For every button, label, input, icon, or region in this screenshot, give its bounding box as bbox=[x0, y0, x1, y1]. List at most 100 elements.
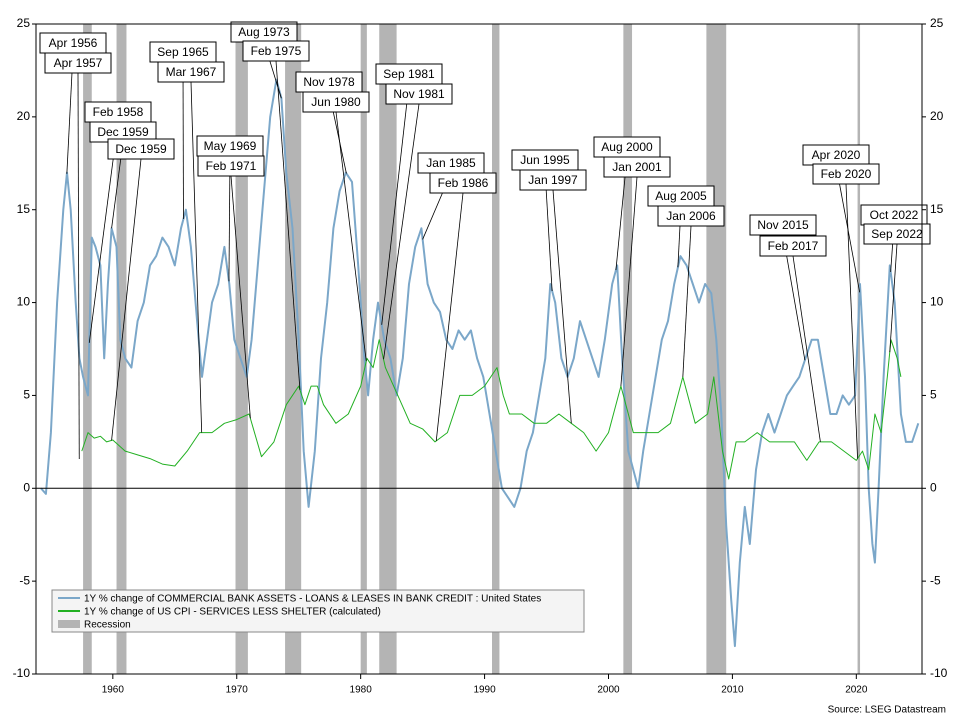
annotation-label: Nov 2015 bbox=[757, 218, 809, 232]
annotation-label: Jan 1985 bbox=[426, 156, 476, 170]
x-tick-label: 1990 bbox=[473, 685, 496, 696]
annotation-label: Feb 2020 bbox=[821, 167, 872, 181]
legend-label: 1Y % change of US CPI - SERVICES LESS SH… bbox=[84, 607, 381, 618]
annotation-leader bbox=[383, 103, 420, 360]
annotation-leader bbox=[230, 175, 251, 419]
annotation-leader bbox=[682, 225, 692, 377]
x-tick-label: 1970 bbox=[226, 685, 249, 696]
annotation-label: Nov 1981 bbox=[393, 87, 445, 101]
annotation-leader bbox=[792, 255, 821, 442]
x-tick-label: 2010 bbox=[721, 685, 744, 696]
annotation-label: Nov 1978 bbox=[303, 75, 355, 89]
legend-label: Recession bbox=[84, 620, 131, 631]
annotation-leader bbox=[620, 176, 638, 387]
annotation-label: Feb 1958 bbox=[93, 105, 144, 119]
annotation-label: Aug 2005 bbox=[655, 189, 707, 203]
annotation-leader bbox=[190, 81, 203, 433]
annotation-leader bbox=[845, 183, 858, 459]
recession-band bbox=[235, 24, 248, 674]
annotation-box bbox=[863, 223, 931, 245]
annotation-leader bbox=[552, 189, 572, 424]
annotation-box bbox=[242, 40, 310, 62]
y2-tick-label: -10 bbox=[930, 666, 948, 680]
annotation-label: Mar 1967 bbox=[166, 65, 217, 79]
annotation-label: Sep 1965 bbox=[157, 45, 209, 59]
source: Source: LSEG Datastream bbox=[828, 705, 946, 716]
annotation-label: Jan 2006 bbox=[666, 209, 716, 223]
annotation-box bbox=[603, 156, 671, 178]
annotation-box bbox=[157, 61, 225, 83]
annotation-label: Oct 2022 bbox=[870, 208, 919, 222]
y-tick-label: 20 bbox=[17, 109, 31, 123]
series-line bbox=[81, 339, 902, 480]
x-tick-label: 2000 bbox=[597, 685, 620, 696]
series-line bbox=[40, 78, 920, 648]
annotation-box bbox=[429, 172, 497, 194]
y2-tick-label: 15 bbox=[930, 202, 944, 216]
annotation-box bbox=[302, 91, 370, 113]
annotation-box bbox=[197, 155, 265, 177]
legend-box bbox=[51, 589, 585, 633]
annotation-box bbox=[759, 235, 827, 257]
y2-tick-label: 20 bbox=[930, 109, 944, 123]
annotation-label: Sep 1981 bbox=[383, 67, 435, 81]
recession-band bbox=[492, 24, 500, 674]
recession-band bbox=[857, 24, 861, 674]
annotation-label: Jan 1997 bbox=[528, 173, 578, 187]
y-tick-label: 15 bbox=[17, 202, 31, 216]
annotation-box bbox=[44, 52, 112, 74]
annotation-box bbox=[657, 205, 725, 227]
annotation-label: Feb 2017 bbox=[768, 239, 819, 253]
annotation-box bbox=[812, 163, 880, 185]
annotation-label: Apr 1957 bbox=[54, 56, 103, 70]
y2-tick-label: 25 bbox=[930, 16, 944, 30]
annotation-leader bbox=[381, 83, 410, 325]
x-tick-label: 1980 bbox=[350, 685, 373, 696]
y-tick-label: 0 bbox=[23, 480, 30, 494]
annotation-label: Apr 2020 bbox=[812, 148, 861, 162]
recession-band bbox=[83, 24, 92, 674]
x-tick-label: 2020 bbox=[845, 685, 868, 696]
annotation-leader bbox=[435, 192, 464, 441]
annotation-leader bbox=[335, 111, 367, 362]
y2-tick-label: 10 bbox=[930, 295, 944, 309]
annotation-box bbox=[519, 169, 587, 191]
annotation-label: Dec 1959 bbox=[97, 125, 149, 139]
y-tick-label: -5 bbox=[19, 573, 30, 587]
annotation-leader bbox=[889, 243, 898, 353]
y-tick-label: 5 bbox=[23, 388, 30, 402]
y-tick-label: -10 bbox=[13, 666, 31, 680]
recession-band bbox=[623, 24, 633, 674]
x-tick-label: 1960 bbox=[102, 685, 125, 696]
annotation-leader bbox=[228, 155, 231, 282]
recession-band bbox=[285, 24, 302, 674]
y-tick-label: 25 bbox=[17, 16, 31, 30]
y2-tick-label: 5 bbox=[930, 388, 937, 402]
annotation-label: Aug 2000 bbox=[601, 140, 653, 154]
annotation-leader bbox=[77, 72, 80, 459]
annotation-box bbox=[749, 214, 817, 236]
annotation-leader bbox=[275, 60, 301, 390]
plot-area bbox=[40, 78, 920, 648]
annotation-label: May 1969 bbox=[204, 139, 257, 153]
annotation-label: Feb 1986 bbox=[438, 176, 489, 190]
annotation-leader bbox=[111, 158, 142, 441]
y2-tick-label: 0 bbox=[930, 480, 937, 494]
annotation-label: Apr 1956 bbox=[49, 36, 98, 50]
annotation-box bbox=[107, 138, 175, 160]
annotation-label: Dec 1959 bbox=[115, 142, 167, 156]
annotation-label: Aug 1973 bbox=[238, 25, 290, 39]
annotation-label: Jun 1995 bbox=[520, 153, 570, 167]
y-tick-label: 10 bbox=[17, 295, 31, 309]
legend-label: 1Y % change of COMMERCIAL BANK ASSETS - … bbox=[84, 594, 541, 605]
annotation-label: Jun 1980 bbox=[311, 95, 361, 109]
annotations: Apr 1956 Feb 1958 Dec 1959 Sep 1965 May 1969… bbox=[39, 21, 931, 459]
plot-frame bbox=[35, 23, 923, 675]
annotation-box bbox=[385, 83, 453, 105]
annotation-label: Jan 2001 bbox=[612, 160, 662, 174]
annotation-label: Feb 1975 bbox=[251, 44, 302, 58]
annotation-label: Sep 2022 bbox=[871, 227, 923, 241]
annotation-label: Feb 1971 bbox=[206, 159, 257, 173]
y2-tick-label: -5 bbox=[930, 573, 941, 587]
